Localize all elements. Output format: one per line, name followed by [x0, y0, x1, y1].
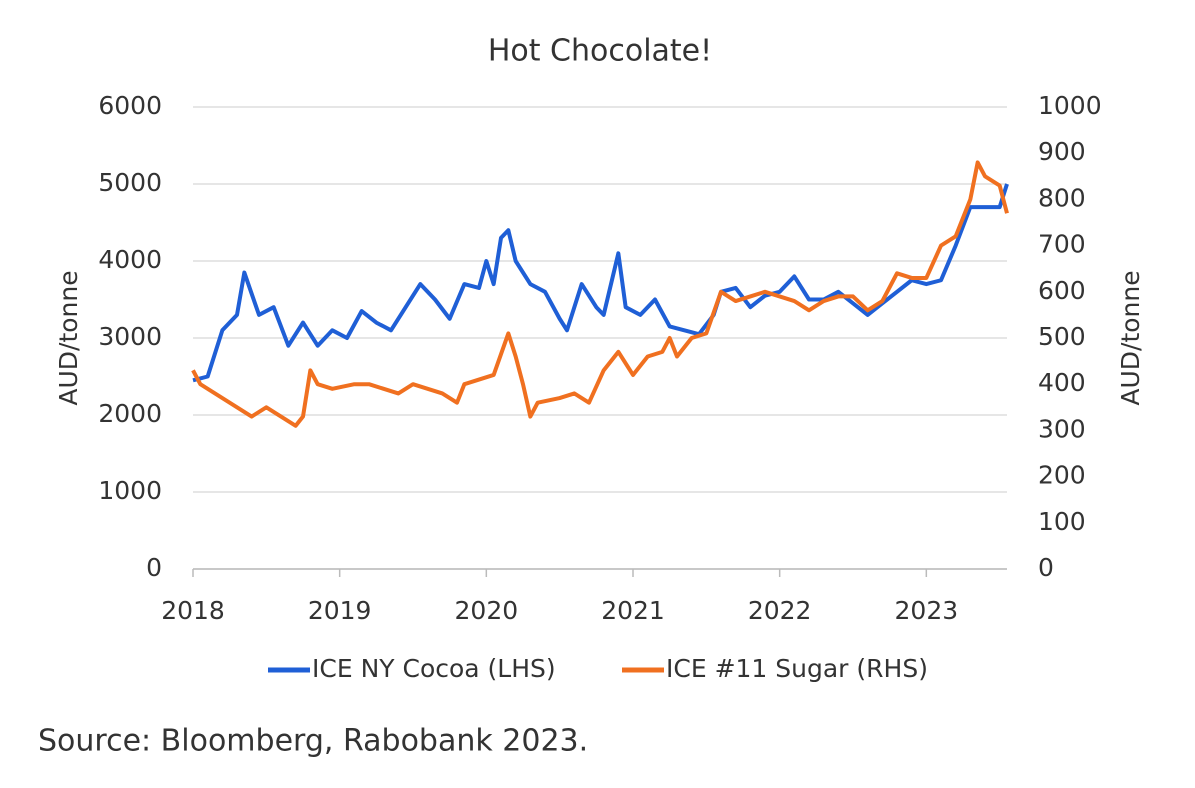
legend-label: ICE NY Cocoa (LHS) [312, 654, 556, 683]
y2-tick-label: 400 [1038, 368, 1086, 397]
y2-tick-label: 800 [1038, 183, 1086, 212]
y2-tick-label: 100 [1038, 507, 1086, 536]
x-tick-label: 2019 [308, 596, 372, 625]
x-tick-label: 2020 [455, 596, 519, 625]
y-tick-label: 0 [146, 553, 162, 582]
series-line [192, 183, 1009, 383]
y2-tick-label: 700 [1038, 230, 1086, 259]
x-tick-label: 2018 [161, 596, 225, 625]
y-tick-label: 3000 [98, 322, 162, 351]
y2-tick-label: 600 [1038, 276, 1086, 305]
y-axis-label: AUD/tonne [54, 270, 83, 405]
x-tick-label: 2022 [748, 596, 812, 625]
x-tick-label: 2023 [895, 596, 959, 625]
y-tick-label: 4000 [98, 245, 162, 274]
y2-axis-label: AUD/tonne [1116, 270, 1145, 405]
y-tick-label: 5000 [98, 168, 162, 197]
y2-tick-label: 0 [1038, 553, 1054, 582]
y2-tick-label: 1000 [1038, 91, 1102, 120]
y2-tick-label: 300 [1038, 414, 1086, 443]
y2-tick-label: 500 [1038, 322, 1086, 351]
y-tick-label: 2000 [98, 399, 162, 428]
chart-title: Hot Chocolate! [488, 34, 712, 69]
y-tick-label: 1000 [98, 476, 162, 505]
series-line [191, 160, 1009, 428]
y2-tick-label: 200 [1038, 461, 1086, 490]
y2-tick-label: 900 [1038, 137, 1086, 166]
y-tick-label: 6000 [98, 91, 162, 120]
legend-label: ICE #11 Sugar (RHS) [666, 654, 928, 683]
source-note: Source: Bloomberg, Rabobank 2023. [38, 724, 588, 759]
x-tick-label: 2021 [601, 596, 665, 625]
